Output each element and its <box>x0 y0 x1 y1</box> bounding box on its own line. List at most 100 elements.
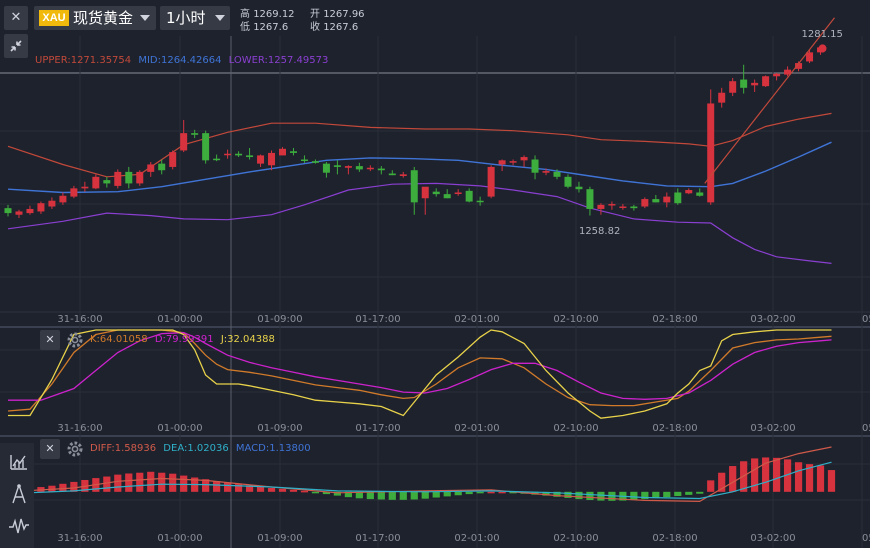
macd-bar <box>136 472 144 492</box>
macd-bar <box>553 491 561 497</box>
candle-body <box>92 176 100 189</box>
kdj-j-label: J:32.04388 <box>220 334 275 345</box>
symbol-badge: XAU <box>39 10 69 26</box>
gear-icon[interactable] <box>65 439 85 459</box>
candle-body <box>344 166 352 168</box>
macd-bar <box>234 484 243 492</box>
macd-bar <box>158 472 166 492</box>
x-tick-label: 01-09:00 <box>257 423 302 434</box>
open-label: 开 <box>310 9 320 20</box>
candle-body <box>487 166 495 197</box>
candle-body <box>542 171 550 173</box>
period-selector[interactable]: 1小时 <box>160 6 230 30</box>
kdj-close-button[interactable]: ✕ <box>40 330 60 350</box>
macd-bar <box>410 491 418 500</box>
macd-bar <box>586 491 594 501</box>
x-tick-label: 02-01:00 <box>454 314 499 325</box>
macd-bar <box>783 459 792 492</box>
x-tick-label: 01-09:00 <box>257 314 302 325</box>
macd-legend: DIFF:1.58936 DEA:1.02036 MACD:1.13800 <box>90 443 311 455</box>
x-tick-label: 03-02:00 <box>750 423 795 434</box>
candle-body <box>718 92 726 103</box>
macd-bar <box>641 491 649 500</box>
period-label: 1小时 <box>166 9 206 27</box>
collapse-button[interactable] <box>4 34 28 58</box>
candle-body <box>410 170 418 203</box>
macd-bar <box>300 490 309 493</box>
macd-bar <box>443 491 451 497</box>
macd-bar <box>762 457 770 492</box>
macd-bar <box>509 491 517 494</box>
macd-bar <box>476 491 484 494</box>
candle-body <box>300 159 308 162</box>
x-tick-label: 01-00:00 <box>157 533 202 544</box>
macd-bar <box>311 491 320 494</box>
macd-bar <box>245 485 254 492</box>
gear-icon[interactable] <box>65 330 85 350</box>
candle-body <box>257 155 265 164</box>
candle-body <box>443 194 451 199</box>
candle-body <box>268 152 276 166</box>
candle-body <box>377 168 385 171</box>
candle-body <box>553 171 561 177</box>
candle-body <box>641 199 649 207</box>
macd-bar <box>322 491 331 495</box>
candle-body <box>224 153 232 156</box>
candle-body <box>663 196 671 203</box>
symbol-selector[interactable]: XAU 现货黄金 <box>34 6 156 30</box>
kdj-d-line <box>8 332 832 401</box>
ohlc-open-close: 开 1267.96 收 1267.6 <box>310 8 365 34</box>
candle-body <box>103 180 111 184</box>
macd-bar <box>114 474 122 492</box>
candle-body <box>114 171 122 186</box>
close-icon: ✕ <box>45 442 55 455</box>
macd-bar <box>202 479 210 492</box>
candle-body <box>476 200 484 203</box>
macd-bar <box>333 491 341 496</box>
close-button[interactable]: ✕ <box>4 6 28 30</box>
close-icon: ✕ <box>45 333 55 346</box>
macd-bar <box>465 491 473 495</box>
macd-bar <box>125 473 133 492</box>
macd-bar <box>751 458 759 492</box>
x-tick-label: 01-17:00 <box>355 533 400 544</box>
bar-chart-icon[interactable] <box>6 449 32 475</box>
candle-body <box>784 69 792 75</box>
candle-body <box>235 153 243 156</box>
macd-bar <box>827 470 836 492</box>
candle-body <box>674 192 682 204</box>
kdj-d-label: D:79.99391 <box>154 334 214 345</box>
candle-body <box>213 158 221 161</box>
boll-upper-label: UPPER:1271.35754 <box>35 55 132 66</box>
macd-bar <box>575 491 583 500</box>
close-value: 1267.6 <box>323 22 359 33</box>
kdj-legend: K:64.01058 D:79.99391 J:32.04388 <box>90 334 275 346</box>
x-tick-label: 31-16:00 <box>57 423 102 434</box>
candle-body <box>4 208 12 214</box>
candle-body <box>806 52 814 62</box>
drawing-tool-icon[interactable] <box>6 481 32 507</box>
x-tick-label: 02-18:00 <box>652 314 697 325</box>
candle-body <box>136 171 144 184</box>
macd-close-button[interactable]: ✕ <box>40 439 60 459</box>
last-price-marker <box>818 44 827 53</box>
macd-bar <box>564 491 572 498</box>
x-tick-label: 01-00:00 <box>157 314 202 325</box>
ohlc-high-low: 高 1269.12 低 1267.6 <box>240 8 295 34</box>
macd-bar <box>70 481 78 492</box>
high-value: 1269.12 <box>253 9 295 20</box>
candle-body <box>322 163 330 173</box>
candle-body <box>465 190 473 202</box>
x-tick-label: 02-01:00 <box>454 533 499 544</box>
x-tick-label: 31-16:00 <box>57 533 102 544</box>
waveform-icon[interactable] <box>6 513 32 539</box>
x-tick-label: 02-18:00 <box>652 533 697 544</box>
macd-bar <box>59 483 67 492</box>
x-tick-label: 02-10:00 <box>553 533 598 544</box>
macd-bar <box>454 491 462 496</box>
candle-body <box>773 73 781 77</box>
candle-body <box>729 81 737 93</box>
x-tick-label: 01-17:00 <box>355 423 400 434</box>
